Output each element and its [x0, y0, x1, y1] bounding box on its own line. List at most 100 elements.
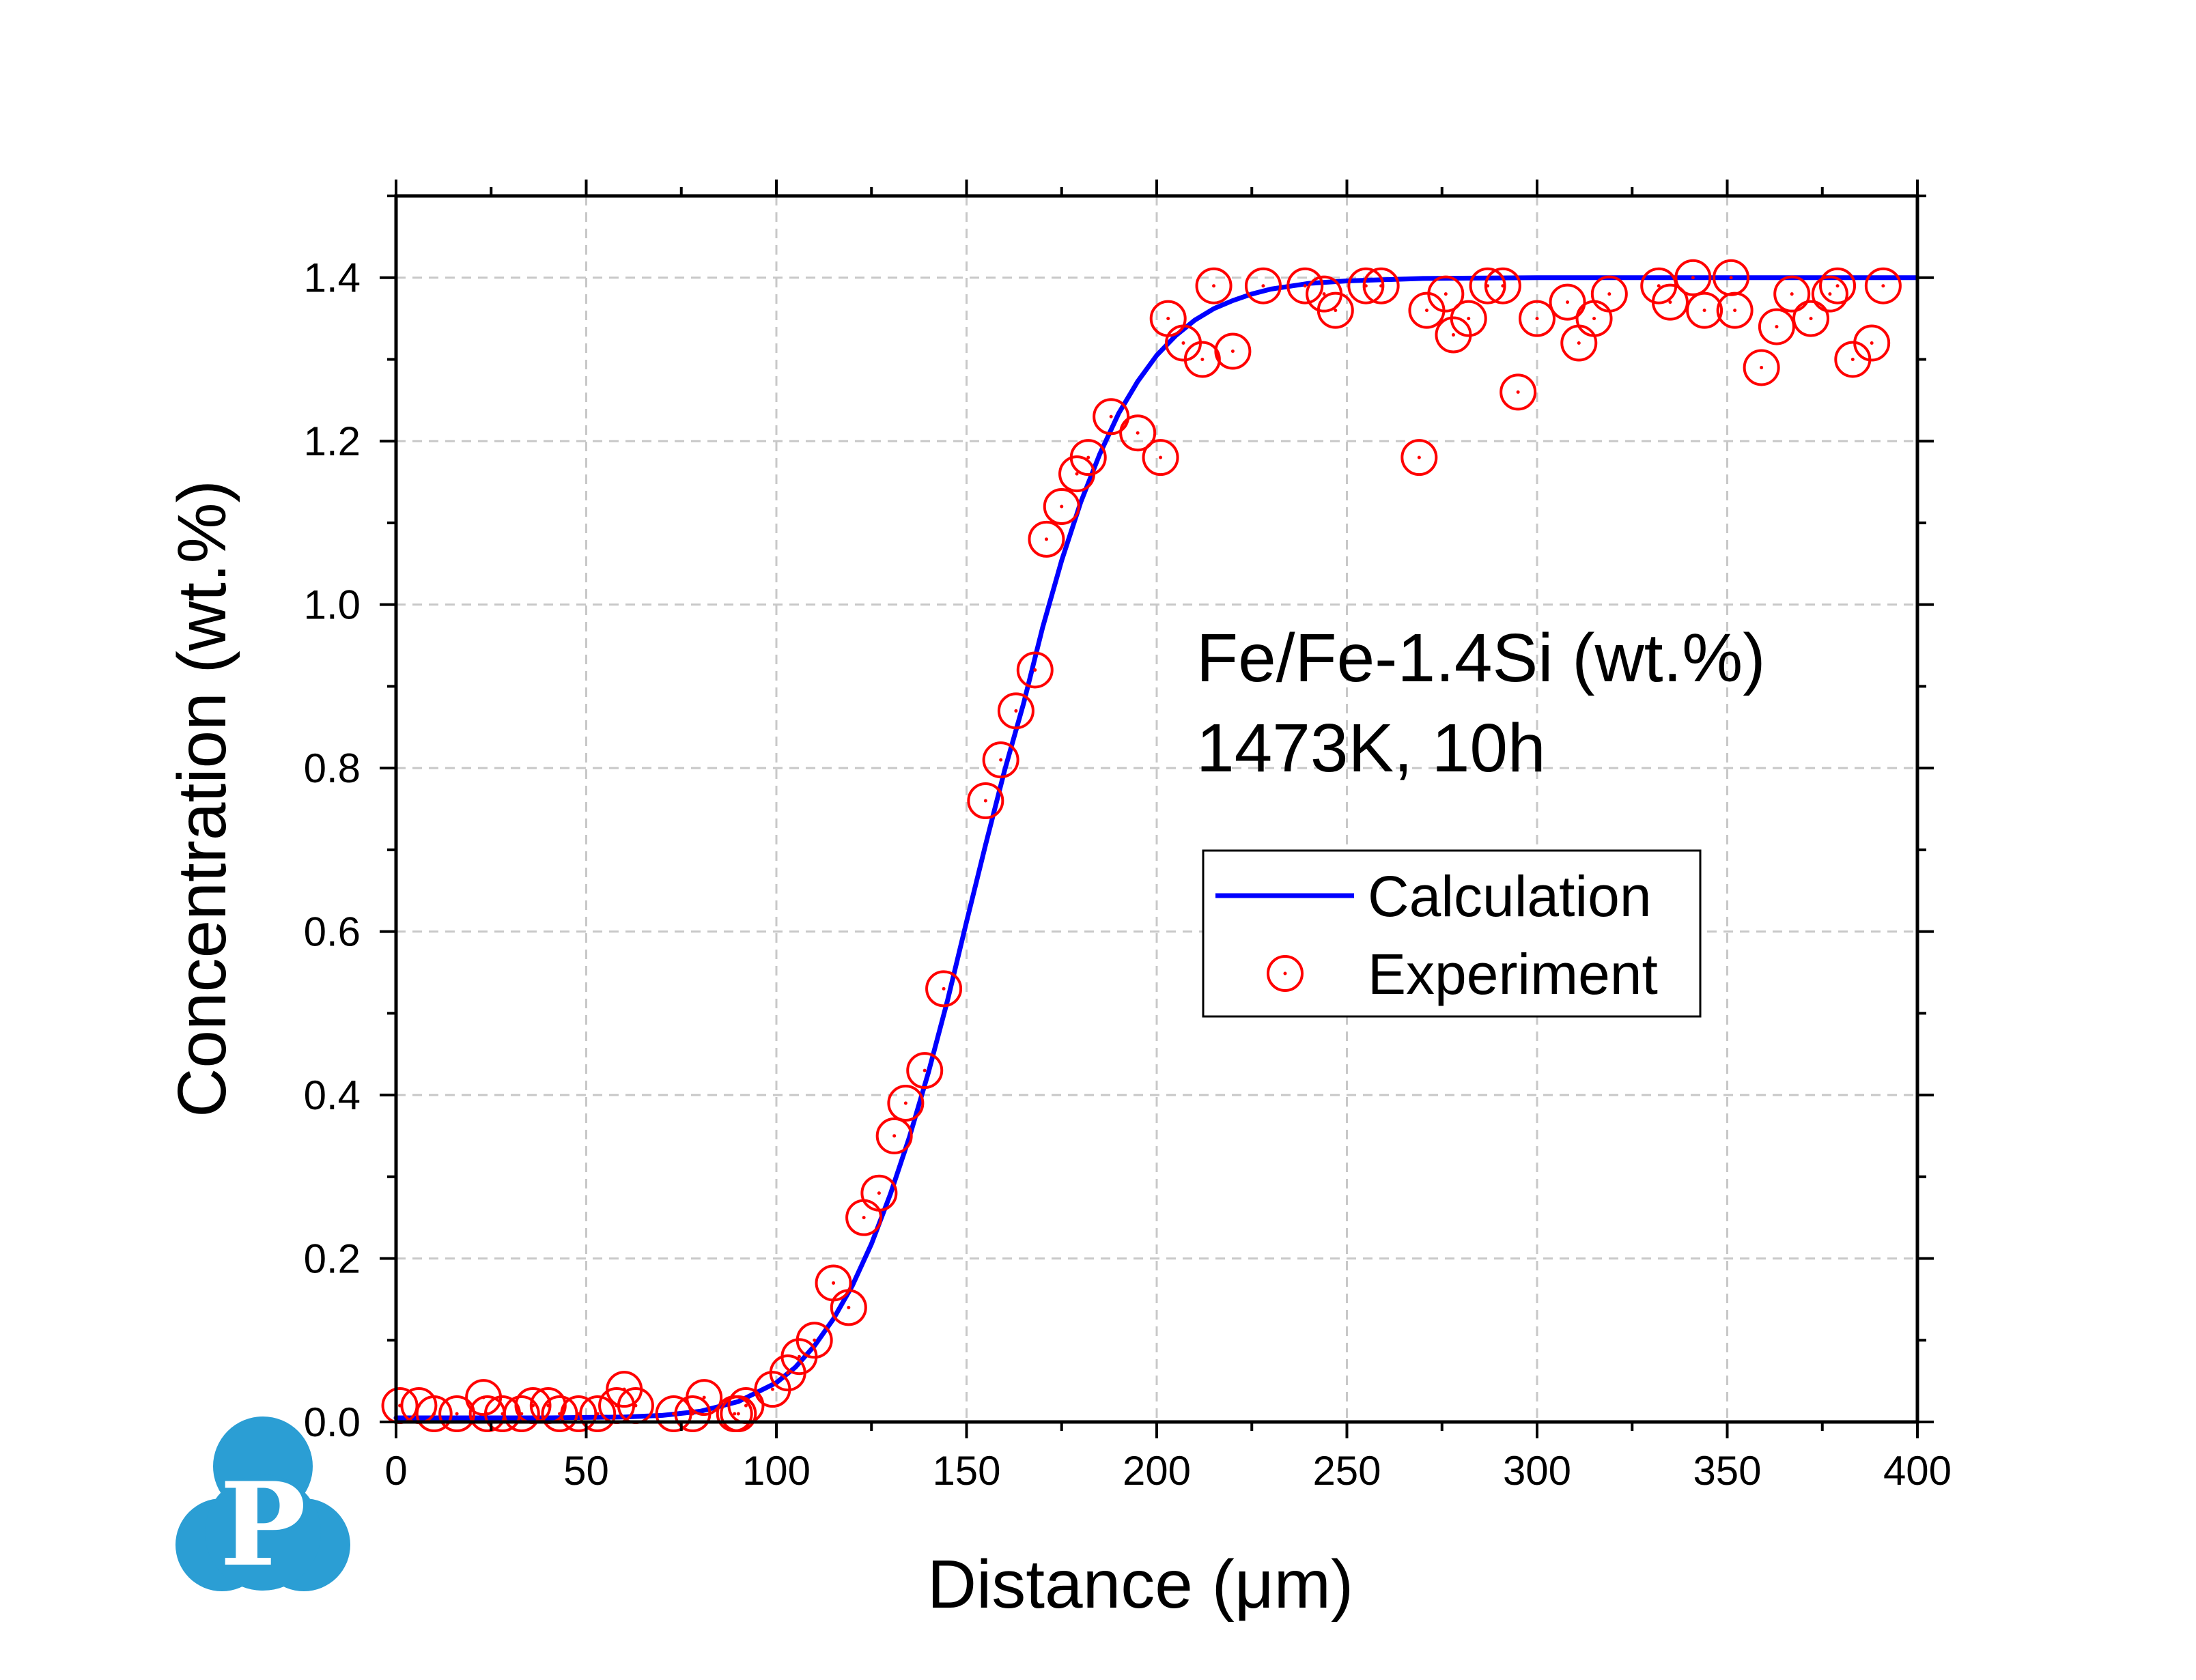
experiment-point-dot	[1592, 317, 1596, 321]
experiment-point-dot	[1014, 709, 1018, 713]
experiment-point-dot	[1136, 431, 1140, 435]
experiment-point	[967, 782, 1004, 820]
experiment-point	[875, 1117, 913, 1154]
experiment-point	[860, 1174, 898, 1212]
grid	[396, 196, 1917, 1422]
experiment-point	[438, 1395, 476, 1433]
experiment-point-dot	[1109, 414, 1113, 418]
experiment-point-dot	[1881, 284, 1885, 288]
experiment-point-dot	[744, 1404, 748, 1408]
experiment-point-dot	[1809, 317, 1813, 321]
experiment-point-dot	[1501, 284, 1505, 288]
legend-label-calculation: Calculation	[1368, 864, 1652, 928]
experiment-point-dot	[634, 1404, 638, 1408]
experiment-point-dot	[983, 799, 987, 803]
experiment-point	[997, 692, 1034, 730]
experiment-point-dot	[733, 1412, 737, 1416]
experiment-point	[1651, 283, 1689, 321]
experiment-point-dot	[832, 1281, 836, 1285]
experiment-point	[925, 970, 963, 1008]
experiment-point	[1743, 349, 1780, 386]
experiment-point	[1286, 267, 1324, 304]
experiment-point	[830, 1289, 867, 1326]
experiment-point	[560, 1395, 597, 1433]
experiment-point-dot	[1607, 292, 1611, 296]
experiment-point-dot	[1835, 284, 1840, 288]
legend-marker-dot	[1283, 971, 1287, 976]
experiment-point	[1183, 341, 1221, 378]
experiment-point	[796, 1322, 833, 1359]
experiment-point	[1195, 267, 1233, 304]
legend-label-experiment: Experiment	[1368, 942, 1658, 1006]
experiment-point-dot	[942, 986, 946, 991]
y-tick-label: 0.0	[304, 1399, 361, 1445]
experiment-point	[1590, 275, 1628, 313]
logo-letter: P	[220, 1457, 306, 1592]
experiment-point-dot	[1577, 341, 1581, 345]
experiment-point-dot	[690, 1412, 694, 1416]
experiment-point	[1450, 300, 1487, 337]
experiment-point	[1028, 520, 1065, 558]
chart-marks	[381, 259, 1920, 1433]
experiment-point	[1142, 439, 1179, 476]
experiment-point-dot	[1850, 357, 1855, 361]
y-tick-label: 1.4	[304, 255, 361, 301]
experiment-point-dot	[813, 1338, 817, 1342]
experiment-point-dot	[595, 1412, 600, 1416]
annotation-condition: 1473K, 10h	[1196, 710, 1546, 786]
experiment-point	[1773, 275, 1811, 313]
experiment-point-dot	[1424, 309, 1428, 313]
x-tick-label: 250	[1312, 1448, 1381, 1494]
experiment-point-dot	[622, 1387, 626, 1391]
experiment-point	[1864, 267, 1902, 304]
experiment-point-dot	[1444, 292, 1448, 296]
annotation-sample: Fe/Fe-1.4Si (wt.%)	[1196, 620, 1766, 696]
experiment-point	[1427, 275, 1465, 313]
experiment-point	[1214, 332, 1252, 370]
experiment-point	[1119, 414, 1157, 452]
experiment-point-dot	[455, 1412, 459, 1416]
experiment-point-dot	[1691, 276, 1695, 280]
experiment-point-dot	[1760, 365, 1764, 369]
legend-box	[1202, 849, 1702, 1018]
experiment-point	[686, 1379, 723, 1416]
experiment-point-dot	[847, 1305, 851, 1309]
experiment-point-dot	[1535, 317, 1539, 321]
experiment-point	[541, 1395, 578, 1433]
experiment-point	[1716, 291, 1754, 329]
x-tick-label: 100	[742, 1448, 811, 1494]
experiment-point	[720, 1395, 757, 1433]
experiment-point	[1484, 267, 1521, 304]
experiment-point	[1792, 300, 1830, 337]
experiment-point-dot	[999, 758, 1003, 762]
logo: P	[175, 1416, 350, 1592]
experiment-point	[503, 1395, 540, 1433]
experiment-point-dot	[862, 1216, 866, 1220]
experiment-point-dot	[923, 1068, 927, 1072]
legend-marker-swatch	[1267, 955, 1304, 992]
x-axis-title: Distance (μm)	[927, 1546, 1353, 1623]
experiment-point	[1674, 259, 1712, 296]
experiment-point-dot	[1828, 292, 1832, 296]
experiment-point-dot	[1261, 284, 1265, 288]
experiment-point	[483, 1395, 521, 1433]
experiment-point-dot	[520, 1412, 524, 1416]
experiment-point-dot	[736, 1412, 740, 1416]
experiment-point-dot	[1033, 668, 1037, 672]
experiment-point-dot	[432, 1412, 436, 1416]
experiment-point	[655, 1395, 692, 1433]
x-tick-label: 50	[563, 1448, 609, 1494]
experiment-point	[1069, 439, 1107, 476]
y-tick-label: 0.4	[304, 1072, 361, 1118]
experiment-point	[1500, 373, 1537, 411]
experiment-point-dot	[1044, 537, 1048, 541]
experiment-point-dot	[892, 1134, 897, 1138]
experiment-point-dot	[1086, 455, 1090, 459]
experiment-point-dot	[1516, 390, 1520, 394]
experiment-point-dot	[1668, 300, 1672, 304]
experiment-point-dot	[1729, 276, 1733, 280]
logo-cloud-icon	[175, 1416, 350, 1591]
x-tick-label: 300	[1503, 1448, 1571, 1494]
x-tick-label: 200	[1123, 1448, 1191, 1494]
